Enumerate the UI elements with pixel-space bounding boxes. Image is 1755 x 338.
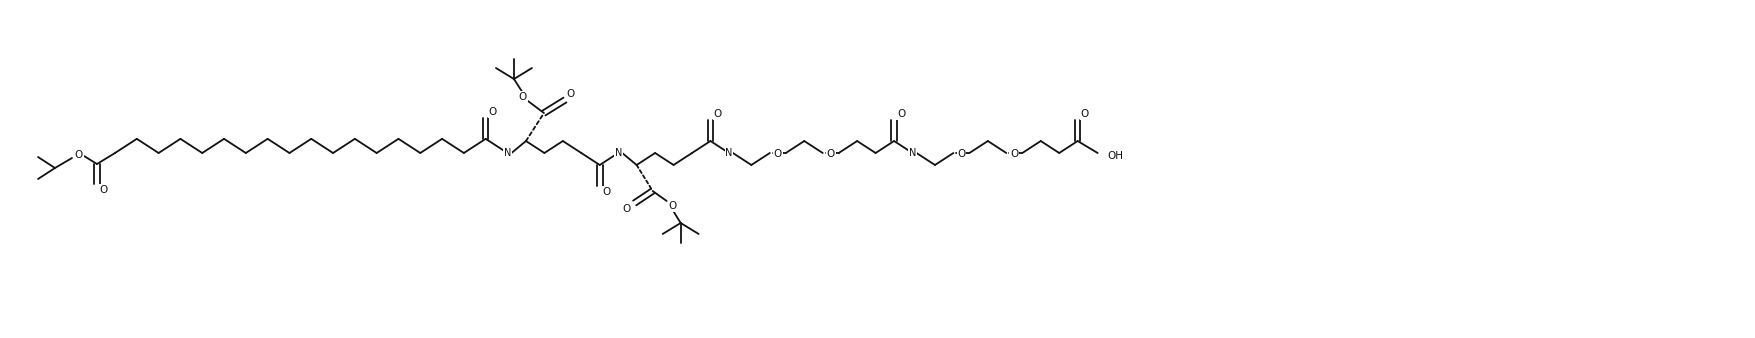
- Text: N: N: [725, 148, 732, 158]
- Text: O: O: [75, 150, 82, 160]
- Text: OH: OH: [1107, 151, 1123, 161]
- Text: O: O: [774, 149, 781, 159]
- Text: O: O: [567, 89, 574, 99]
- Text: O: O: [623, 204, 630, 214]
- Text: O: O: [827, 149, 834, 159]
- Text: O: O: [488, 107, 497, 117]
- Text: N: N: [909, 148, 916, 158]
- Text: O: O: [602, 187, 611, 197]
- Text: O: O: [518, 92, 526, 102]
- Text: O: O: [669, 201, 676, 211]
- Text: O: O: [956, 149, 965, 159]
- Text: N: N: [614, 148, 621, 158]
- Text: O: O: [100, 185, 109, 195]
- Text: O: O: [713, 109, 721, 119]
- Text: O: O: [1079, 109, 1088, 119]
- Text: N: N: [504, 148, 511, 158]
- Text: O: O: [897, 109, 904, 119]
- Text: O: O: [1009, 149, 1018, 159]
